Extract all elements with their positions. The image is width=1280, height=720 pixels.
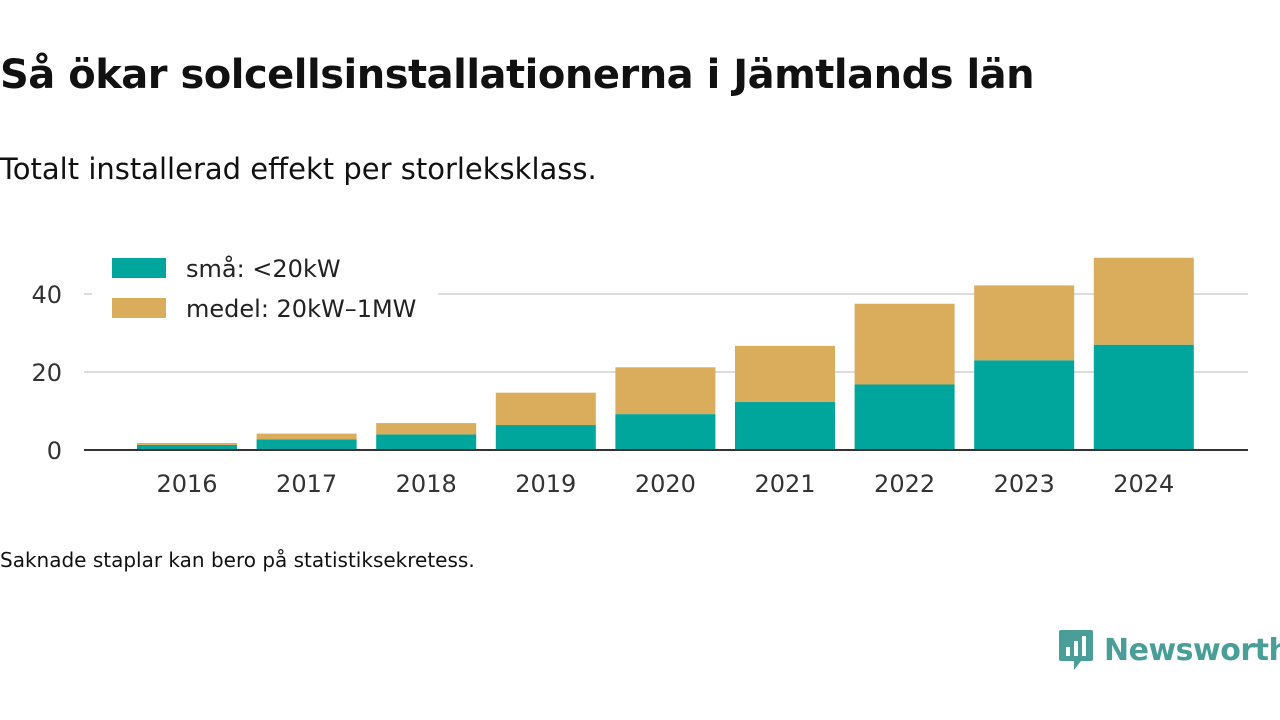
- chart-title: Så ökar solcellsinstallationerna i Jämtl…: [0, 52, 1035, 98]
- y-tick-label: 20: [31, 359, 62, 387]
- brand-name: Newsworthy: [1104, 632, 1280, 668]
- footnote: Saknade staplar kan bero på statistiksek…: [0, 548, 475, 572]
- bar-small: [1093, 344, 1194, 450]
- bar-medium: [376, 423, 477, 435]
- bars: [137, 257, 1194, 450]
- x-tick-label: 2023: [994, 470, 1055, 498]
- bar-small: [137, 444, 237, 450]
- bar-medium: [1093, 257, 1194, 345]
- x-tick-label: 2020: [635, 470, 696, 498]
- legend-item-medium: medel: 20kW–1MW: [112, 295, 416, 323]
- x-tick-label: 2024: [1113, 470, 1174, 498]
- bar-small: [854, 384, 955, 450]
- x-tick-label: 2018: [396, 470, 457, 498]
- x-tick-label: 2021: [754, 470, 815, 498]
- legend-swatch-medium: [112, 298, 166, 318]
- newsworthy-logo-icon: [1059, 630, 1093, 670]
- bar-small: [495, 425, 596, 450]
- y-tick-label: 0: [47, 437, 62, 465]
- x-tick-label: 2022: [874, 470, 935, 498]
- y-tick-label: 40: [31, 281, 62, 309]
- bar-small: [735, 402, 835, 450]
- bar-small: [376, 434, 477, 450]
- bar-medium: [854, 303, 955, 385]
- legend-label-medium: medel: 20kW–1MW: [186, 295, 416, 323]
- x-tick-label: 2019: [515, 470, 576, 498]
- legend-swatch-small: [112, 258, 166, 278]
- bar-medium: [735, 345, 835, 403]
- legend-item-small: små: <20kW: [112, 254, 341, 283]
- chart-subtitle: Totalt installerad effekt per storlekskl…: [0, 152, 597, 186]
- brand-logo: Newsworthy: [1058, 628, 1280, 672]
- tick-labels: 0 20 40 2016 2017 2018 2019 2020 2021 2022 2023 202…: [31, 281, 1174, 498]
- bar-small: [974, 360, 1075, 450]
- bar-medium: [137, 442, 237, 445]
- bar-medium: [615, 367, 716, 415]
- bar-medium: [974, 285, 1075, 361]
- legend: små: <20kW medel: 20kW–1MW: [92, 248, 438, 324]
- bar-medium: [495, 392, 596, 426]
- x-tick-label: 2016: [156, 470, 217, 498]
- legend-label-small: små: <20kW: [186, 254, 341, 283]
- stacked-bar-chart: 0 20 40 2016 2017 2018 2019 2020 2021 2022 2023 202…: [31, 248, 1248, 498]
- x-tick-label: 2017: [276, 470, 337, 498]
- bar-small: [256, 439, 357, 450]
- bar-small: [615, 414, 716, 450]
- bar-medium: [256, 433, 357, 440]
